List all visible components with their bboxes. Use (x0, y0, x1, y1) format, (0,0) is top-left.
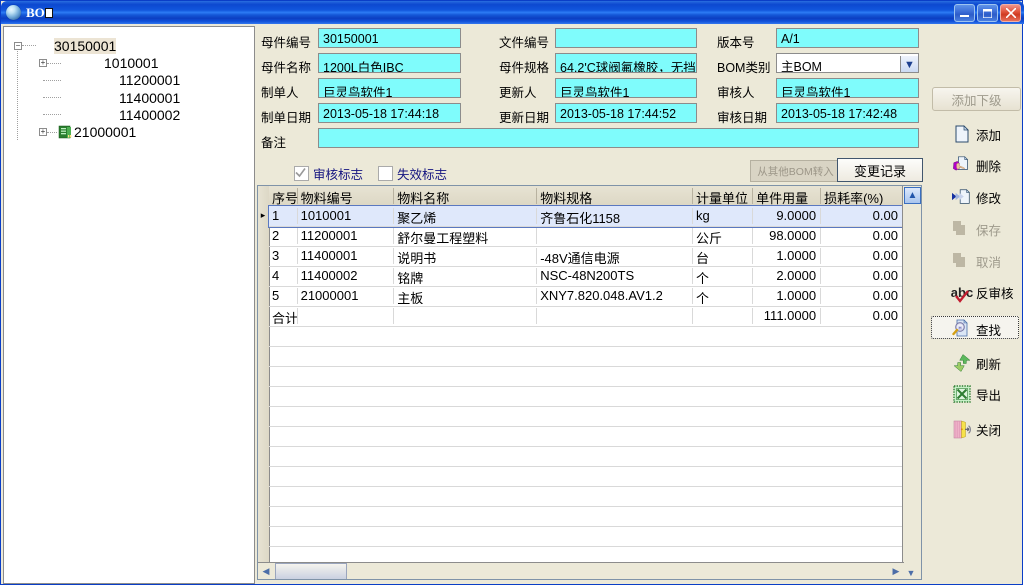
svg-text:H: H (958, 325, 961, 330)
